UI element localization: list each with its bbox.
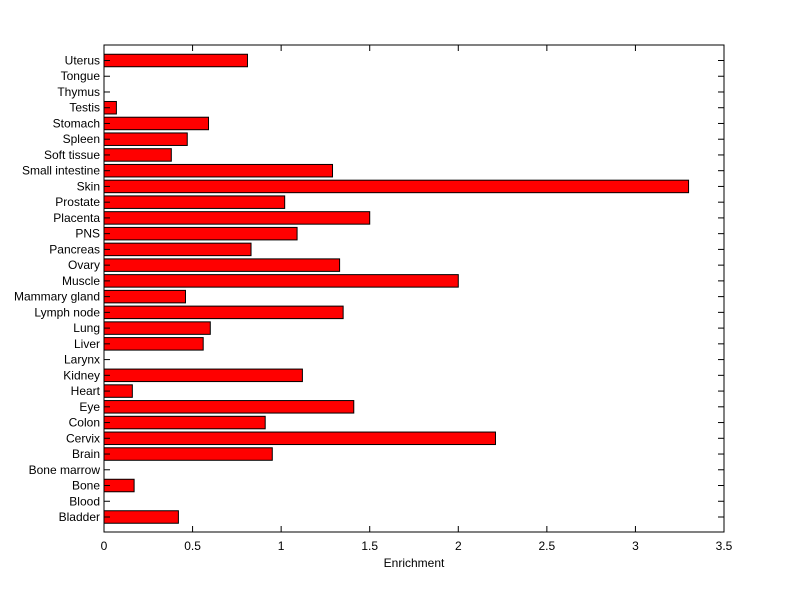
y-tick-label-kidney: Kidney <box>63 368 100 382</box>
bar-lung <box>103 321 211 335</box>
x-axis-label: Enrichment <box>384 556 445 570</box>
bar-eye <box>103 400 355 414</box>
bar-bladder <box>103 510 179 524</box>
y-tick-label-muscle: Muscle <box>62 274 100 288</box>
bar-colon <box>103 415 266 430</box>
bar-uterus <box>103 53 248 68</box>
y-tick-label-heart: Heart <box>71 384 101 398</box>
y-tick-label-prostate: Prostate <box>55 195 100 209</box>
y-tick-label-ovary: Ovary <box>68 258 100 272</box>
y-tick-label-colon: Colon <box>69 416 100 430</box>
bar-prostate <box>103 195 286 209</box>
y-tick-label-pancreas: Pancreas <box>49 242 100 256</box>
bar-lymph-node <box>103 305 344 320</box>
y-tick-label-stomach: Stomach <box>53 116 100 130</box>
bar-skin <box>103 179 690 194</box>
y-tick-label-bladder: Bladder <box>59 510 100 524</box>
bar-ovary <box>103 258 341 272</box>
y-tick-label-thymus: Thymus <box>57 85 100 99</box>
y-tick-label-uterus: Uterus <box>65 54 100 68</box>
bar-muscle <box>103 274 459 288</box>
bar-stomach <box>103 116 210 131</box>
bar-pancreas <box>103 242 252 257</box>
x-tick-label-4: 2 <box>455 539 462 553</box>
y-tick-label-skin: Skin <box>77 179 100 193</box>
bar-small-intestine <box>103 163 334 178</box>
bar-soft-tissue <box>103 148 172 162</box>
x-tick-label-0: 0 <box>101 539 108 553</box>
y-tick-label-blood: Blood <box>69 494 100 508</box>
y-tick-label-larynx: Larynx <box>64 353 100 367</box>
x-tick-label-2: 1 <box>278 539 285 553</box>
y-tick-label-placenta: Placenta <box>53 211 100 225</box>
y-tick-label-lymph-node: Lymph node <box>34 305 100 319</box>
y-tick-label-brain: Brain <box>72 447 100 461</box>
y-tick-label-eye: Eye <box>79 400 100 414</box>
x-tick-label-5: 2.5 <box>539 539 556 553</box>
y-tick-label-small-intestine: Small intestine <box>22 164 100 178</box>
y-tick-label-cervix: Cervix <box>66 431 100 445</box>
y-tick-label-liver: Liver <box>74 337 100 351</box>
y-tick-label-pns: PNS <box>75 227 100 241</box>
x-tick-label-7: 3.5 <box>716 539 733 553</box>
plot-frame <box>103 44 725 533</box>
x-ticks-group: 0 0.5 1 1.5 2 2.5 3 3.5 <box>101 45 733 553</box>
x-tick-label-3: 1.5 <box>361 539 378 553</box>
y-tick-label-testis: Testis <box>69 101 100 115</box>
y-tick-label-soft-tissue: Soft tissue <box>44 148 100 162</box>
bar-placenta <box>103 211 371 225</box>
bar-liver <box>103 337 204 351</box>
y-tick-label-bone: Bone <box>72 479 100 493</box>
x-tick-label-1: 0.5 <box>184 539 201 553</box>
bar-pns <box>103 226 298 241</box>
bar-brain <box>103 447 273 461</box>
bar-cervix <box>103 431 496 446</box>
bar-mammary-gland <box>103 289 186 304</box>
y-tick-label-lung: Lung <box>73 321 100 335</box>
y-tick-label-bone-marrow: Bone marrow <box>29 463 101 477</box>
y-tick-label-mammary-gland: Mammary gland <box>14 290 100 304</box>
bar-kidney <box>103 368 303 383</box>
bar-spleen <box>103 132 188 146</box>
x-tick-label-6: 3 <box>632 539 639 553</box>
y-tick-label-tongue: Tongue <box>61 69 101 83</box>
y-tick-label-spleen: Spleen <box>63 132 100 146</box>
